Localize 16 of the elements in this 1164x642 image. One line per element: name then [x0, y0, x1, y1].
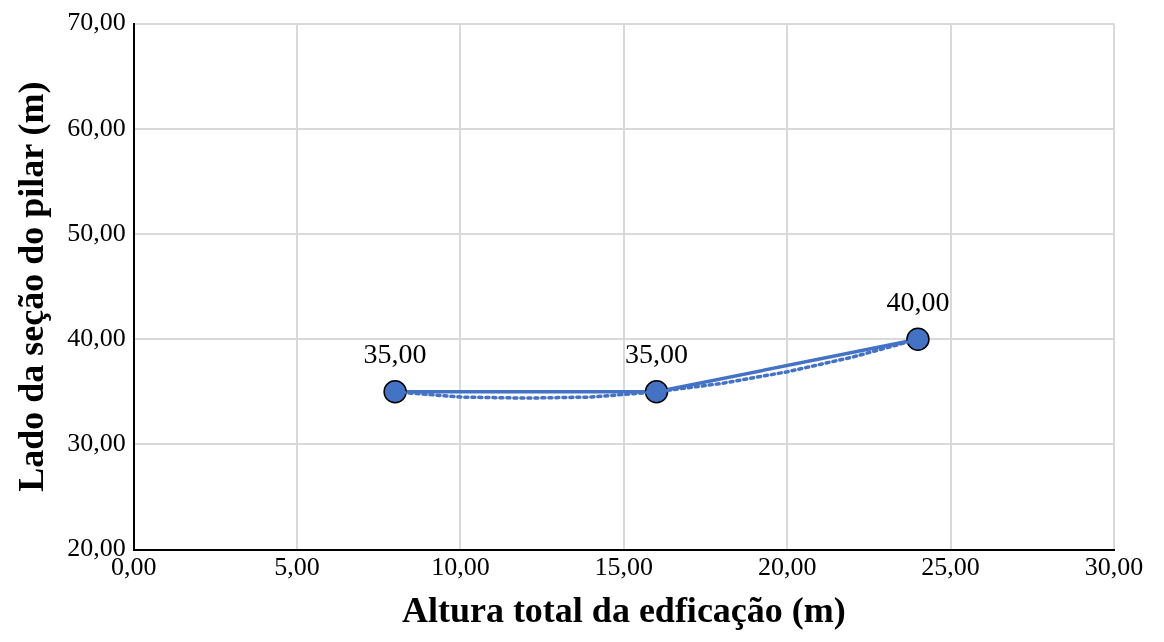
data-label: 35,00 — [625, 338, 689, 370]
x-tick-label: 30,00 — [1084, 552, 1144, 582]
y-axis-title: Lado da seção do pilar (m) — [10, 81, 51, 492]
data-label: 35,00 — [363, 338, 427, 370]
x-tick-label: 20,00 — [757, 552, 817, 582]
y-tick-label: 70,00 — [67, 7, 126, 37]
x-axis-title: Altura total da edficação (m) — [401, 589, 846, 630]
x-tick-label: 5,00 — [274, 552, 320, 582]
y-tick-label: 40,00 — [67, 323, 126, 353]
y-tick-label: 50,00 — [67, 217, 126, 247]
x-tick-label: 10,00 — [431, 552, 490, 582]
data-label: 40,00 — [886, 285, 950, 317]
y-tick-label: 60,00 — [67, 112, 126, 142]
x-tick-label: 25,00 — [921, 552, 980, 582]
y-tick-label: 30,00 — [67, 428, 126, 458]
x-tick-label: 15,00 — [594, 552, 654, 582]
